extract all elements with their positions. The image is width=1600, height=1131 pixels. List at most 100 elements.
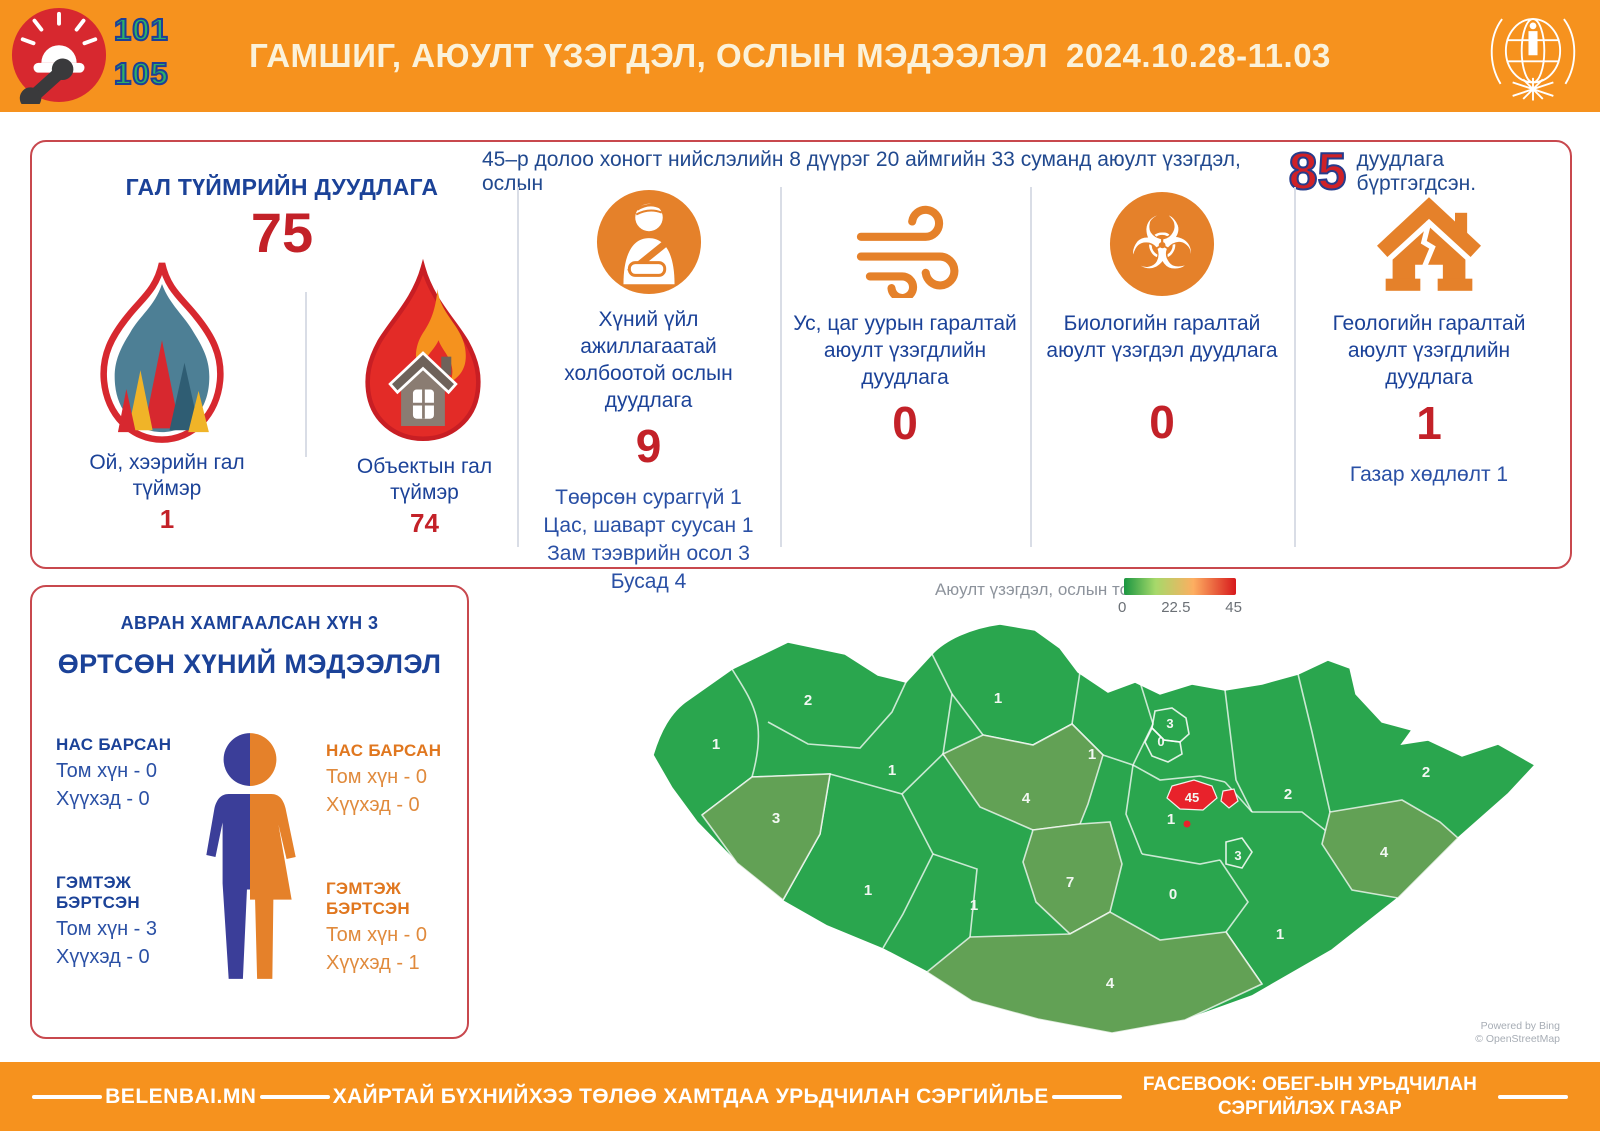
fire-calls-title: ГАЛ ТҮЙМРИЙН ДУУДЛАГА [125,174,439,200]
category-label: Хүний үйл ажиллагаатай холбоотой ослын д… [564,308,733,412]
footer-bar: BELENBAI.MN ХАЙРТАЙ БҮХНИЙХЭЭ ТӨЛӨӨ ХАМТ… [0,1062,1600,1131]
region-value-labels: 1 2 3 1 1 1 4 1 3 0 45 1 2 2 4 3 7 1 0 1 [712,690,1430,992]
male-injured-block: ГЭМТЭЖ БЭРТСЭН Том хүн - 3 Хүүхэд - 0 [56,873,196,969]
footer-slogan: ХАЙРТАЙ БҮХНИЙХЭЭ ТӨЛӨӨ ХАМТДАА УРЬДЧИЛА… [332,1084,1049,1108]
page-title: ГАМШИГ, АЮУЛТ ҮЗЭГДЭЛ, ОСЛЫН МЭДЭЭЛЭЛ 20… [210,0,1370,112]
column-divider [1294,187,1296,547]
forest-fire-stat: Ой, хээрийн гал түймэр 1 [72,450,262,535]
map-region-label: 1 [970,897,978,914]
category-biological-hazards: ☣ Биологийн гаралтай аюулт үзэгдэл дуудл… [1032,142,1292,567]
footer-divider-dash [1051,1094,1122,1099]
category-label: Биологийн гаралтай аюулт үзэгдэл дуудлаг… [1046,312,1278,362]
category-details: Газар хөдлөлт 1 [1350,461,1508,489]
map-region-label: 1 [888,762,896,779]
female-deaths-title: НАС БАРСАН [326,741,442,760]
female-injured-adult: Том хүн - 0 [326,924,428,946]
map-region-label: 1 [1167,811,1175,828]
female-injured-block: ГЭМТЭЖ БЭРТСЭН Том хүн - 0 Хүүхэд - 1 [326,879,466,975]
summary-text-after: дуудлага бүртгэгдсэн. [1356,148,1477,195]
female-injured-title: ГЭМТЭЖ БЭРТСЭН [326,879,410,918]
detail-line: Бусад 4 [610,570,687,593]
footer-divider-dash [32,1094,102,1099]
building-fire-icon [365,258,481,442]
map-region-label: 4 [1380,844,1389,861]
female-deaths-child: Хүүхэд - 0 [326,794,420,816]
casualties-panel: АВРАН ХАМГААЛСАН ХҮН 3 ӨРТСӨН ХҮНИЙ МЭДЭ… [30,585,469,1039]
svg-text:☣: ☣ [1129,203,1194,287]
male-deaths-title: НАС БАРСАН [56,735,172,754]
map-region-label: 1 [1088,746,1096,763]
detail-line: Газар хөдлөлт 1 [1349,463,1509,486]
male-deaths-child: Хүүхэд - 0 [56,788,150,810]
map-attribution-line1: Powered by Bing [1480,1020,1560,1032]
fire-calls-section: ГАЛ ТҮЙМРИЙН ДУУДЛАГА 75 [32,142,517,567]
female-deaths-block: НАС БАРСАН Том хүн - 0 Хүүхэд - 0 [326,741,466,817]
header-bar: 101 105 ГАМШИГ, АЮУЛТ ҮЗЭГДЭЛ, ОСЛЫН МЭД… [0,0,1600,112]
affected-title: ӨРТСӨН ХҮНИЙ МЭДЭЭЛЭЛ [57,649,442,679]
category-value: 1 [1416,397,1442,449]
map-legend-gradient [1124,578,1236,595]
map-region-label: 2 [1422,764,1430,781]
weekly-summary: 45–р долоо хоногт нийслэлийн 8 дүүрэг 20… [482,143,1562,201]
category-value: 9 [635,420,662,472]
male-injured-adult: Том хүн - 3 [56,918,158,940]
male-injured-child: Хүүхэд - 0 [56,946,150,968]
map-attribution: Powered by Bing © OpenStreetMap [1420,1020,1560,1046]
map-region-label-ub: 45 [1185,790,1199,805]
forest-fire-icon [100,262,224,443]
female-deaths-adult: Том хүн - 0 [326,766,428,788]
category-value: 0 [892,397,918,449]
mongolia-choropleth-map: Аюулт үзэгдэл, ослын тоо 0 22.5 45 [640,572,1570,1050]
map-region-label: 3 [1166,716,1173,731]
footer-facebook: FACEBOOK: ОБЕГ-ЫН УРЬДЧИЛАН СЭРГИЙЛЭХ ГА… [1142,1073,1477,1119]
map-region-label: 1 [864,882,872,899]
column-divider [1030,187,1032,547]
map-region-label: 4 [1106,975,1115,992]
map-region-label: 1 [1276,926,1284,943]
legend-tick-min: 0 [1118,599,1127,616]
forest-fire-value: 1 [159,504,175,534]
legend-tick-max: 45 [1225,599,1242,616]
map-region-label: 1 [994,690,1002,707]
injured-person-icon [596,189,701,295]
wind-icon [856,205,959,298]
column-divider [780,187,782,547]
province-darker-regions [700,723,1460,1034]
category-details: Төөрсөн сураггүй 1 Цас, шаварт суусан 1 … [543,484,753,596]
red-max-regions [1166,779,1239,828]
biohazard-icon: ☣ [1109,191,1215,297]
detail-line: Цас, шаварт суусан 1 [543,514,754,537]
emergency-phone-numbers: 101 105 [113,8,169,96]
forest-fire-label: Ой, хээрийн гал түймэр [89,451,245,500]
female-injured-child: Хүүхэд - 1 [326,952,420,974]
map-region-label: 7 [1066,874,1074,891]
map-legend-label: Аюулт үзэгдэл, ослын тоо [935,580,1139,599]
enclave-outline [1144,707,1190,763]
small-province [1225,837,1253,869]
rescued-title: АВРАН ХАМГААЛСАН ХҮН 3 [120,613,379,633]
map-attribution-line2: © OpenStreetMap [1475,1033,1560,1045]
mongolia-map-svg: 1 2 3 1 1 1 4 1 3 0 45 1 2 2 4 3 7 1 0 1 [652,623,1537,1034]
detail-line: Зам тээврийн осол 3 [547,542,750,565]
building-fire-value: 74 [410,508,439,538]
fire-divider [305,292,307,457]
category-label: Геологийн гаралтай аюулт үзэгдлийн дуудл… [1332,312,1526,389]
building-fire-label: Объектын гал түймэр [356,455,493,504]
map-region-label: 0 [1169,886,1177,903]
nema-agency-emblem [1490,18,1576,101]
summary-text-before: 45–р долоо хоногт нийслэлийн 8 дүүрэг 20… [482,148,1241,195]
category-value: 0 [1149,396,1175,448]
male-deaths-block: НАС БАРСАН Том хүн - 0 Хүүхэд - 0 [56,735,196,811]
map-region-label: 3 [772,810,780,827]
column-divider [517,187,519,547]
summary-total-calls: 85 [1288,143,1348,201]
male-deaths-adult: Том хүн - 0 [56,760,158,782]
male-female-split-icon [206,733,296,979]
footer-divider-dash [1498,1094,1568,1099]
map-region-label: 2 [804,692,812,709]
earthquake-house-icon [1377,197,1481,292]
category-weather-hazards: Ус, цаг уурын гаралтай аюулт үзэгдлийн д… [782,142,1028,567]
map-region-label: 0 [1157,734,1164,749]
map-region-label: 1 [712,736,720,753]
